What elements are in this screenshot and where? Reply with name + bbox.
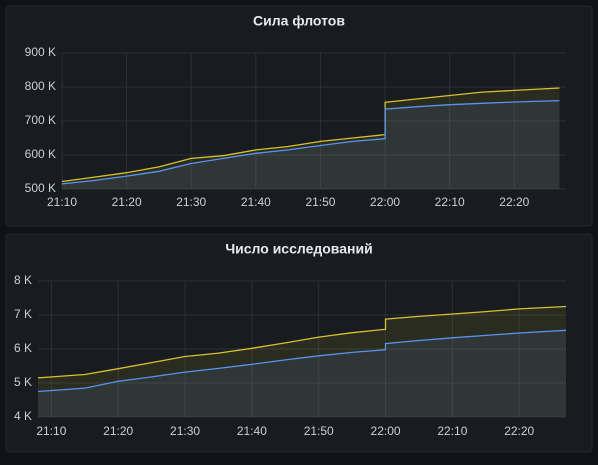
x-tick-label: 22:10 xyxy=(437,424,467,438)
series-area xyxy=(62,100,560,189)
x-tick-label: 21:10 xyxy=(36,424,66,438)
panel xyxy=(5,233,593,453)
series-area xyxy=(62,88,560,189)
series-line xyxy=(37,329,567,393)
x-tick-label: 21:50 xyxy=(305,195,335,209)
y-tick-label: 500 K xyxy=(25,181,56,195)
y-tick-label: 4 K xyxy=(14,409,32,423)
x-tick-label: 21:30 xyxy=(170,424,200,438)
x-tick-label: 21:20 xyxy=(103,424,133,438)
series-line xyxy=(61,87,560,183)
x-tick-label: 21:20 xyxy=(112,195,142,209)
y-tick-label: 8 K xyxy=(14,273,32,287)
x-tick-label: 21:40 xyxy=(237,424,267,438)
y-tick-label: 600 K xyxy=(25,147,56,161)
x-tick-label: 22:10 xyxy=(435,195,465,209)
x-tick-label: 22:20 xyxy=(499,195,529,209)
y-tick-label: 900 K xyxy=(25,45,56,59)
series-area xyxy=(38,330,566,417)
series-area xyxy=(38,306,566,417)
x-tick-label: 21:10 xyxy=(47,195,77,209)
x-tick-label: 22:00 xyxy=(370,195,400,209)
x-tick-label: 21:50 xyxy=(304,424,334,438)
series-line xyxy=(37,305,567,379)
y-tick-label: 800 K xyxy=(25,79,56,93)
y-tick-label: 7 K xyxy=(14,307,32,321)
series-line xyxy=(61,99,560,185)
y-tick-label: 5 K xyxy=(14,375,32,389)
chart-title: Число исследований xyxy=(225,241,372,257)
chart-title: Сила флотов xyxy=(253,13,345,29)
x-tick-label: 21:40 xyxy=(241,195,271,209)
x-tick-label: 22:00 xyxy=(371,424,401,438)
x-tick-label: 22:20 xyxy=(504,424,534,438)
panel xyxy=(5,5,593,227)
y-tick-label: 700 K xyxy=(25,113,56,127)
y-tick-label: 6 K xyxy=(14,341,32,355)
x-tick-label: 21:30 xyxy=(176,195,206,209)
